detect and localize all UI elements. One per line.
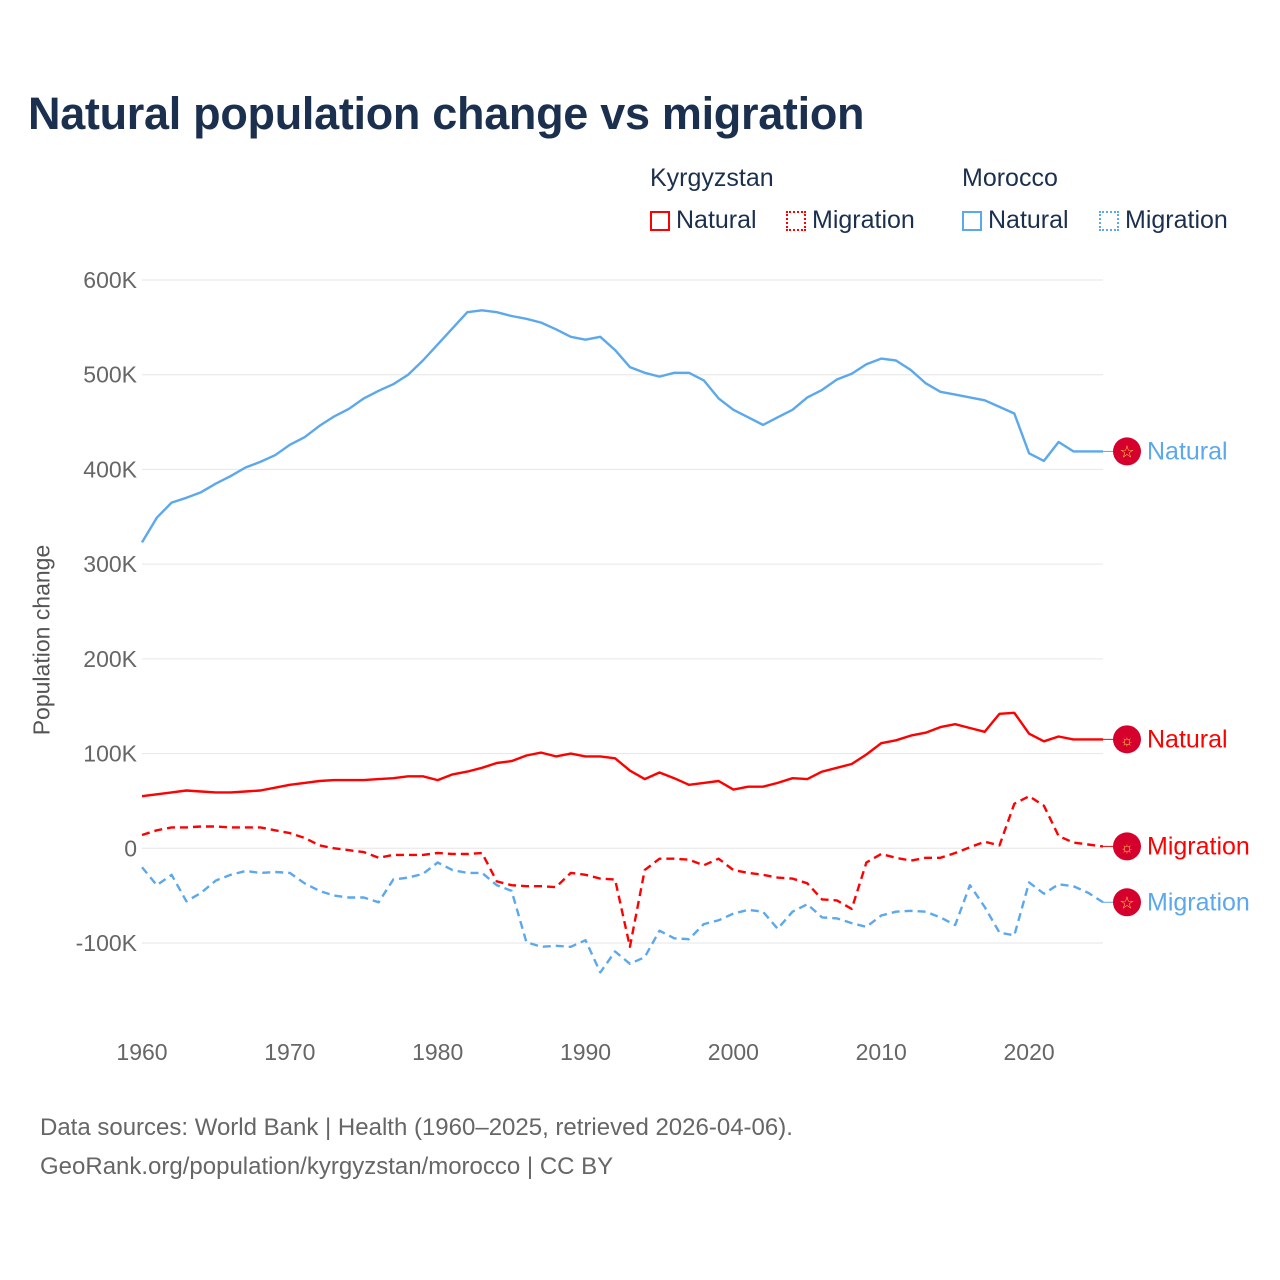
svg-text:☆: ☆ xyxy=(1119,893,1134,912)
legend-label: Migration xyxy=(1125,206,1228,234)
x-tick-label: 1960 xyxy=(116,1039,167,1065)
legend-kyrgyzstan-migration[interactable]: Migration xyxy=(786,206,915,235)
legend-kyrgyzstan-natural[interactable]: Natural xyxy=(650,206,757,235)
solid-swatch-icon xyxy=(650,210,670,231)
dotted-swatch-icon xyxy=(1099,210,1119,231)
chart-title: Natural population change vs migration xyxy=(28,88,865,139)
legend-group-morocco: Morocco xyxy=(962,164,1058,192)
legend-group-kyrgyzstan: Kyrgyzstan xyxy=(650,164,774,192)
y-tick-label: 400K xyxy=(83,456,137,482)
series-end-label-morocco-migration: Migration xyxy=(1147,888,1250,916)
x-tick-label: 2020 xyxy=(1003,1039,1054,1065)
x-tick-label: 1970 xyxy=(264,1039,315,1065)
legend-morocco-migration[interactable]: Migration xyxy=(1099,206,1228,235)
legend-label: Natural xyxy=(988,206,1069,234)
svg-text:☼: ☼ xyxy=(1120,839,1134,856)
x-tick-label: 2010 xyxy=(856,1039,907,1065)
kyrgyzstan-flag-icon: ☼ xyxy=(1113,832,1141,861)
y-tick-label: 300K xyxy=(83,551,137,577)
series-line-kyrgyzstan-migration xyxy=(141,795,1104,948)
source-line-1: Data sources: World Bank | Health (1960–… xyxy=(40,1114,793,1141)
y-tick-label: 100K xyxy=(83,741,137,767)
y-tick-label: -100K xyxy=(76,930,138,956)
series-line-morocco-natural xyxy=(140,309,1103,544)
y-tick-label: 600K xyxy=(83,267,137,293)
morocco-flag-icon: ☆ xyxy=(1113,437,1141,466)
x-tick-label: 1980 xyxy=(412,1039,463,1065)
kyrgyzstan-flag-icon: ☼ xyxy=(1113,725,1141,754)
series-end-label-kyrgyzstan-natural: Natural xyxy=(1147,725,1228,753)
series-line-morocco-migration xyxy=(141,861,1104,974)
y-tick-label: 0 xyxy=(124,835,137,861)
morocco-flag-icon: ☆ xyxy=(1113,888,1141,917)
solid-swatch-icon xyxy=(962,210,982,231)
x-tick-label: 2000 xyxy=(708,1039,759,1065)
series-line-kyrgyzstan-natural xyxy=(141,711,1103,798)
y-tick-label: 200K xyxy=(83,646,137,672)
y-tick-label: 500K xyxy=(83,362,137,388)
source-note: Data sources: World Bank | Health (1960–… xyxy=(40,1108,793,1186)
series-end-label-kyrgyzstan-migration: Migration xyxy=(1147,832,1250,860)
legend-label: Natural xyxy=(676,206,757,234)
svg-text:☼: ☼ xyxy=(1120,732,1134,749)
legend-morocco-natural[interactable]: Natural xyxy=(962,206,1069,235)
x-tick-label: 1990 xyxy=(560,1039,611,1065)
legend-label: Migration xyxy=(812,206,915,234)
svg-text:☆: ☆ xyxy=(1119,442,1134,461)
source-line-2[interactable]: GeoRank.org/population/kyrgyzstan/morocc… xyxy=(40,1153,614,1180)
dotted-swatch-icon xyxy=(786,210,806,231)
series-end-label-morocco-natural: Natural xyxy=(1147,437,1228,465)
